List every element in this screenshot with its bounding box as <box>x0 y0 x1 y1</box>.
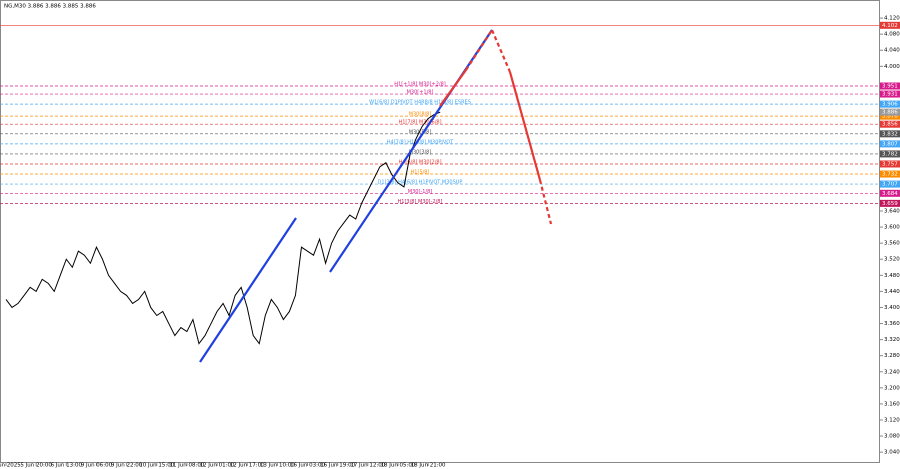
projections <box>199 29 553 363</box>
projection-arrow <box>465 29 493 71</box>
level-label: H4[6/8] M30[2/8] <box>398 159 441 165</box>
price-value: 3.886 <box>882 110 898 116</box>
level-tag <box>880 150 900 158</box>
level-value: 4.102 <box>882 23 898 29</box>
x-tick-label: 13 Jun 10:00 <box>260 463 295 469</box>
level-label: D1[3/8] H4[6/8] H1PIVOT M30SUP <box>378 180 463 186</box>
level-label: H4[7/8] H1[6/8] M30PIVOT <box>387 139 454 145</box>
level-label: M30[5/8] <box>409 129 432 135</box>
y-tick-label: 3.640 <box>884 209 900 215</box>
level-tag <box>880 82 900 90</box>
level-tag <box>880 160 900 168</box>
level-label: M30[+1/8] <box>407 90 434 96</box>
y-tick-label: 4.000 <box>884 64 900 70</box>
level-value: 3.659 <box>882 201 898 207</box>
projection-arrow <box>439 69 467 107</box>
x-tick-label: 10 Jun 15:00 <box>139 463 174 469</box>
x-tick-label: 6 Jun 13:00 <box>51 463 83 469</box>
x-tick-label: 16 Jun 19:00 <box>320 463 355 469</box>
level-value: 3.807 <box>882 141 898 147</box>
x-tick-label: 5 Jun 2025 <box>0 463 21 469</box>
projection-arrow <box>538 179 553 225</box>
level-tag <box>880 21 900 29</box>
price-axis: 3.040 3.080 3.120 3.160 3.200 3.240 3.280 3.320… <box>0 16 900 469</box>
level-label: H1[7/8] M30[6/8] <box>398 120 441 126</box>
y-tick-label: 3.600 <box>884 225 900 231</box>
y-tick-label: 3.440 <box>884 289 900 295</box>
level-tag <box>880 199 900 207</box>
price-tag <box>880 108 900 116</box>
x-tick-label: 18 Jun 05:00 <box>380 463 415 469</box>
level-value: 3.906 <box>882 102 898 108</box>
y-tick-label: 3.160 <box>884 401 900 407</box>
level-tag <box>880 112 900 120</box>
x-tick-label: 5 Jun 20:00 <box>20 463 52 469</box>
levels: 4.102 3.951 H1[+1/8] M30[+2/8] 3.931 M30[+1/… <box>0 21 900 207</box>
y-tick-label: 3.400 <box>884 305 900 311</box>
x-tick-label: 17 Jun 12:00 <box>350 463 385 469</box>
level-tag <box>880 170 900 178</box>
x-tick-label: 9 Jun 06:00 <box>81 463 113 469</box>
y-tick-label: 3.240 <box>884 369 900 375</box>
level-label: H1[3/8] M30[-2/8] <box>398 199 443 205</box>
level-value: 3.931 <box>882 92 898 98</box>
level-tag <box>880 100 900 108</box>
y-tick-label: 3.080 <box>884 434 900 440</box>
level-value: 3.856 <box>882 122 898 128</box>
y-tick-label: 4.080 <box>884 32 900 38</box>
level-value: 3.707 <box>882 182 898 188</box>
level-label: M30[3/8] <box>409 149 432 155</box>
level-label: M30[-1/8] <box>408 189 432 195</box>
level-tag <box>880 189 900 197</box>
y-tick-label: 3.320 <box>884 337 900 343</box>
level-tag <box>880 180 900 188</box>
y-tick-label: 3.560 <box>884 241 900 247</box>
level-tag <box>880 130 900 138</box>
level-label: H1[5/8] <box>411 170 430 176</box>
x-tick-label: 12 Jun 17:00 <box>230 463 265 469</box>
chart-title: NG,M30 3.886 3.886 3.885 3.886 <box>4 4 96 10</box>
level-tag <box>880 140 900 148</box>
x-tick-label: 11 Jun 08:00 <box>169 463 204 469</box>
level-value: 3.684 <box>882 191 898 197</box>
level-value: 3.782 <box>882 151 898 157</box>
projection-arrow <box>508 71 542 181</box>
level-value: 3.951 <box>882 84 898 90</box>
x-tick-label: 18 Jun 21:00 <box>411 463 446 469</box>
projection-arrow <box>490 29 512 73</box>
y-tick-label: 4.120 <box>884 16 900 22</box>
level-label: M30[8/8] <box>409 112 432 118</box>
trend-line <box>199 217 297 363</box>
y-tick-label: 3.040 <box>884 450 900 456</box>
level-label: W1[6/8] D1PIVOT H4R8/8 H1[8/8] ESRES <box>369 100 471 106</box>
level-tag <box>880 120 900 128</box>
price-line <box>5 111 441 345</box>
trend-line <box>329 29 493 273</box>
x-tick-label: 16 Jun 03:00 <box>290 463 325 469</box>
x-tick-label: 9 Jun 22:00 <box>111 463 143 469</box>
y-tick-label: 3.520 <box>884 257 900 263</box>
level-label: H1[+1/8] M30[+2/8] <box>394 82 446 88</box>
y-tick-label: 4.040 <box>884 48 900 54</box>
y-tick-label: 3.480 <box>884 273 900 279</box>
plot-frame <box>0 0 880 463</box>
level-value: 3.832 <box>882 131 898 137</box>
y-tick-label: 3.280 <box>884 353 900 359</box>
plot: 3.886 <box>5 108 900 345</box>
level-value: 3.732 <box>882 172 898 178</box>
y-tick-label: 3.360 <box>884 321 900 327</box>
level-value: 3.876 <box>882 114 898 120</box>
level-value: 3.757 <box>882 161 898 167</box>
y-tick-label: 3.120 <box>884 417 900 423</box>
y-tick-label: 3.200 <box>884 385 900 391</box>
x-tick-label: 12 Jun 01:00 <box>200 463 235 469</box>
level-tag <box>880 90 900 98</box>
